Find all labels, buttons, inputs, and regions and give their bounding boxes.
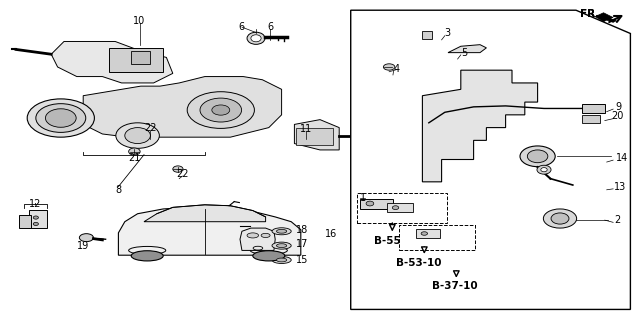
Ellipse shape bbox=[551, 213, 569, 224]
Ellipse shape bbox=[276, 258, 287, 262]
Ellipse shape bbox=[33, 216, 38, 219]
Ellipse shape bbox=[543, 209, 577, 228]
Text: 8: 8 bbox=[115, 185, 122, 195]
Ellipse shape bbox=[251, 35, 261, 42]
Text: FR.: FR. bbox=[580, 9, 599, 19]
Ellipse shape bbox=[116, 123, 159, 148]
Text: 20: 20 bbox=[611, 111, 623, 122]
Ellipse shape bbox=[537, 165, 551, 174]
Text: 21: 21 bbox=[128, 153, 141, 163]
Text: 19: 19 bbox=[77, 241, 90, 251]
Ellipse shape bbox=[33, 222, 38, 226]
Bar bbox=[109, 48, 163, 72]
Polygon shape bbox=[294, 120, 339, 150]
Text: 1: 1 bbox=[360, 193, 366, 203]
Ellipse shape bbox=[527, 150, 548, 163]
Ellipse shape bbox=[125, 128, 150, 144]
Ellipse shape bbox=[272, 256, 291, 263]
Bar bbox=[582, 115, 600, 123]
Ellipse shape bbox=[45, 109, 76, 127]
Ellipse shape bbox=[131, 251, 163, 261]
Polygon shape bbox=[118, 207, 301, 255]
Text: 6: 6 bbox=[239, 22, 245, 32]
Text: 22: 22 bbox=[176, 169, 189, 179]
Ellipse shape bbox=[129, 148, 140, 155]
Ellipse shape bbox=[173, 166, 183, 172]
Ellipse shape bbox=[247, 233, 259, 238]
Text: 18: 18 bbox=[296, 225, 308, 235]
Text: 22: 22 bbox=[144, 122, 157, 133]
Polygon shape bbox=[448, 45, 486, 53]
Text: B-37-10: B-37-10 bbox=[431, 280, 477, 291]
Ellipse shape bbox=[520, 146, 556, 167]
Text: 11: 11 bbox=[300, 124, 312, 134]
Ellipse shape bbox=[247, 32, 265, 44]
Polygon shape bbox=[240, 228, 275, 250]
Text: 10: 10 bbox=[133, 16, 146, 26]
Text: 5: 5 bbox=[461, 48, 467, 58]
Ellipse shape bbox=[212, 105, 230, 115]
Text: B-53-10: B-53-10 bbox=[396, 258, 442, 268]
Ellipse shape bbox=[253, 251, 285, 261]
Ellipse shape bbox=[272, 228, 291, 235]
Ellipse shape bbox=[261, 234, 270, 237]
Polygon shape bbox=[595, 13, 616, 22]
Bar bbox=[296, 128, 333, 145]
Ellipse shape bbox=[272, 242, 291, 249]
Ellipse shape bbox=[541, 168, 547, 172]
Bar bbox=[357, 193, 447, 223]
Ellipse shape bbox=[392, 206, 399, 210]
Text: 12: 12 bbox=[29, 199, 42, 209]
Text: 2: 2 bbox=[614, 215, 621, 225]
Bar bbox=[29, 210, 47, 228]
Bar bbox=[416, 229, 440, 238]
Ellipse shape bbox=[79, 234, 93, 242]
Text: 14: 14 bbox=[616, 153, 628, 163]
Ellipse shape bbox=[200, 98, 242, 122]
Text: FR.: FR. bbox=[580, 9, 599, 19]
Text: 17: 17 bbox=[296, 239, 308, 249]
Ellipse shape bbox=[27, 99, 95, 137]
Bar bbox=[422, 31, 432, 39]
Text: 13: 13 bbox=[614, 182, 627, 192]
Polygon shape bbox=[422, 70, 538, 182]
Ellipse shape bbox=[421, 232, 428, 235]
Text: 9: 9 bbox=[616, 102, 622, 112]
Ellipse shape bbox=[276, 244, 287, 248]
Bar bbox=[131, 51, 150, 64]
Bar bbox=[19, 215, 31, 228]
Polygon shape bbox=[51, 41, 173, 83]
Text: 6: 6 bbox=[267, 22, 273, 32]
Text: 15: 15 bbox=[296, 255, 308, 265]
Bar bbox=[582, 104, 605, 113]
Text: B-55: B-55 bbox=[374, 236, 401, 246]
Polygon shape bbox=[144, 205, 266, 222]
Bar bbox=[387, 203, 413, 212]
Bar bbox=[399, 225, 475, 250]
Ellipse shape bbox=[383, 64, 395, 70]
Ellipse shape bbox=[366, 201, 374, 206]
Text: 3: 3 bbox=[445, 28, 451, 39]
Ellipse shape bbox=[36, 104, 86, 132]
Bar bbox=[360, 199, 393, 209]
Polygon shape bbox=[83, 77, 282, 137]
Ellipse shape bbox=[187, 92, 254, 128]
Text: 4: 4 bbox=[394, 63, 400, 74]
Text: 16: 16 bbox=[325, 229, 337, 240]
Ellipse shape bbox=[276, 229, 287, 233]
